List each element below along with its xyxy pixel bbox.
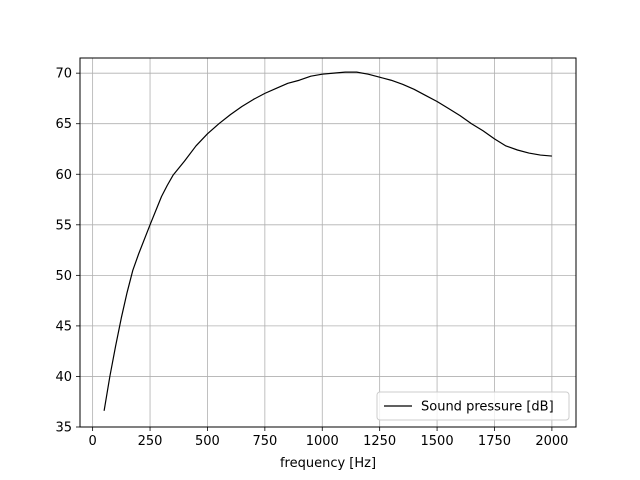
- legend-box: [376, 391, 570, 421]
- series-layer: [103, 71, 552, 411]
- y-tick-label: 55: [55, 218, 72, 233]
- y-tick-label: 45: [55, 319, 72, 334]
- y-axis-ticks: 35 40 45 50 55 60 65 70: [55, 67, 80, 436]
- x-tick-label: 750: [252, 434, 277, 449]
- legend: Sound pressure [dB]: [376, 391, 570, 421]
- x-tick-label: 250: [138, 434, 163, 449]
- x-tick-label: 500: [195, 434, 220, 449]
- y-tick-label: 40: [55, 370, 72, 385]
- y-tick-label: 50: [55, 269, 72, 284]
- x-tick-label: 1750: [478, 434, 511, 449]
- y-tick-label: 60: [55, 168, 72, 183]
- legend-label: Sound pressure [dB]: [421, 400, 554, 415]
- x-tick-label: 0: [88, 434, 96, 449]
- x-tick-label: 1000: [306, 434, 339, 449]
- y-tick-label: 35: [55, 421, 72, 436]
- series-line-sound-pressure: [103, 71, 552, 411]
- x-tick-label: 2000: [535, 434, 568, 449]
- x-tick-label: 1250: [363, 434, 396, 449]
- x-axis-label: frequency [Hz]: [280, 456, 376, 471]
- y-tick-label: 70: [55, 67, 72, 82]
- x-tick-label: 1500: [421, 434, 454, 449]
- x-axis-ticks: 0 250 500 750 1000 1250 1500 1750 2000: [88, 427, 568, 449]
- plot-frame: [79, 57, 577, 428]
- y-tick-label: 65: [55, 117, 72, 132]
